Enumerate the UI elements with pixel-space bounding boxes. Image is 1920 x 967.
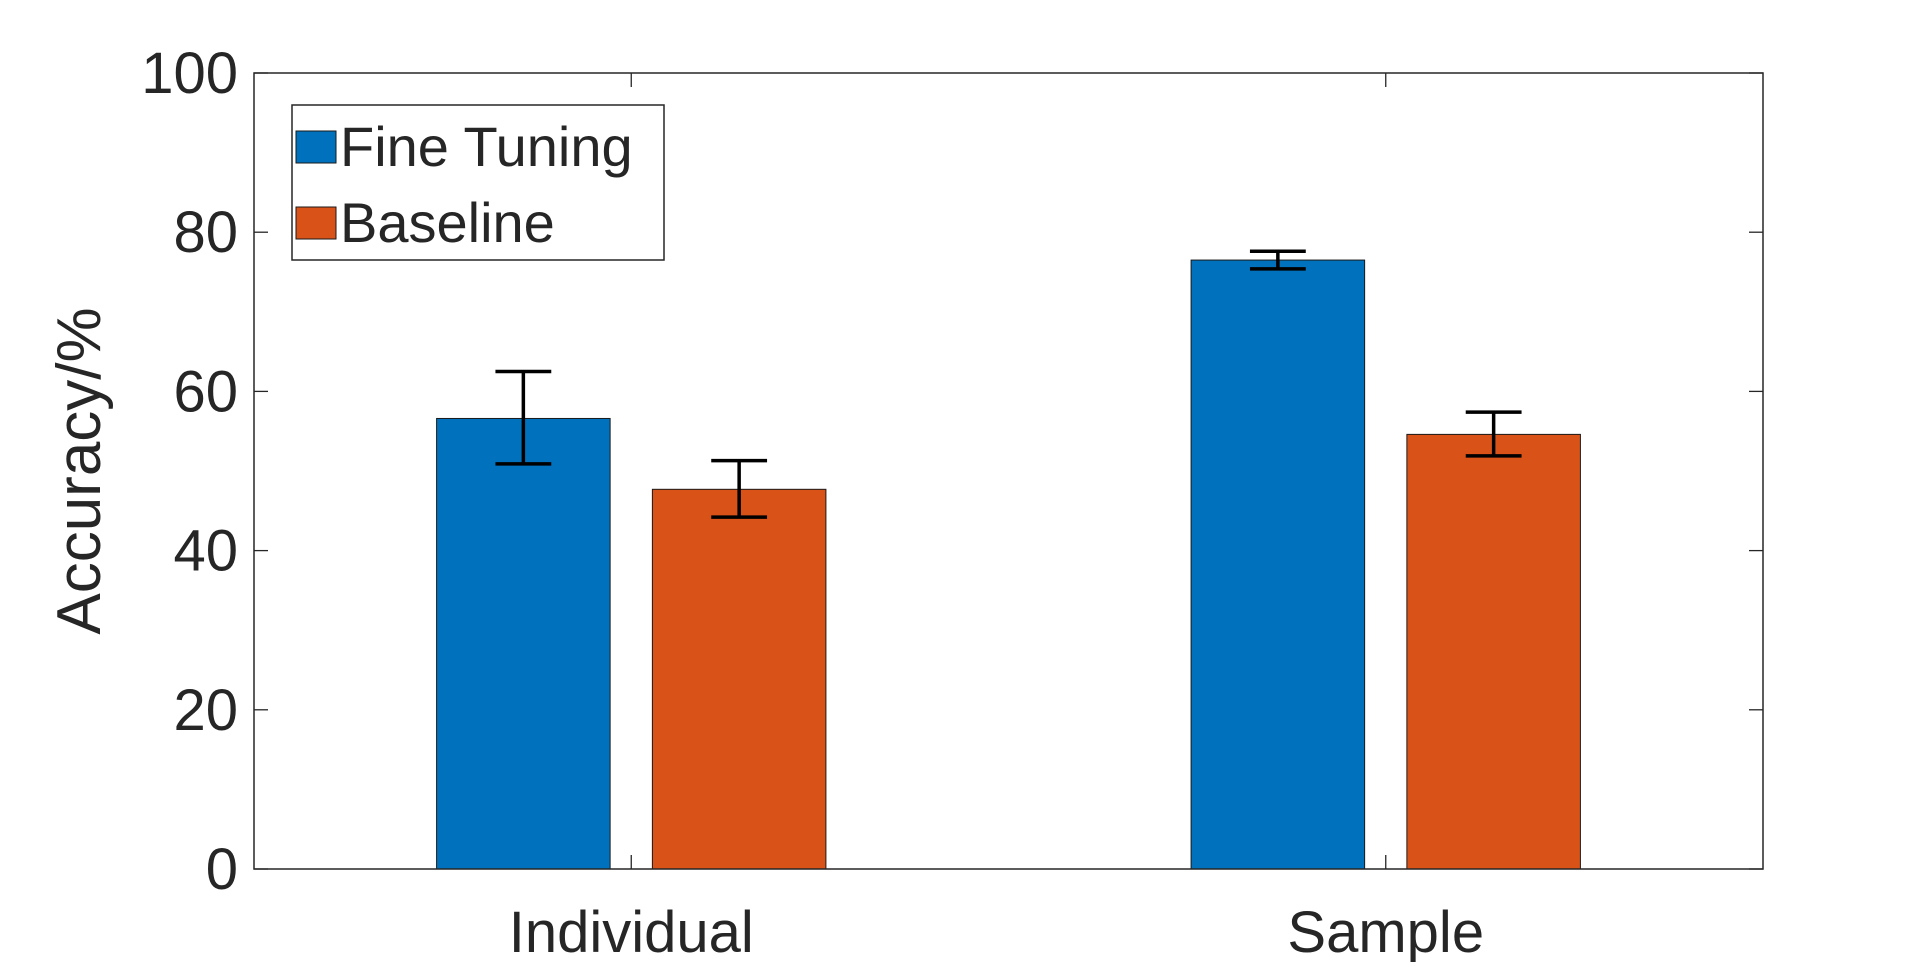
error-bar: [1249, 249, 1306, 271]
y-tick-label: 100: [141, 41, 238, 106]
y-tick-label: 20: [173, 678, 238, 743]
axes-frame: [253, 72, 1764, 870]
y-axis-label: Accuracy/%: [45, 307, 114, 634]
legend: Fine Tuning Baseline: [291, 104, 665, 261]
legend-entry-label: Baseline: [340, 191, 555, 254]
legend-swatch: [295, 206, 337, 240]
x-tick-label: Individual: [509, 900, 754, 962]
error-bar: [1465, 410, 1522, 458]
legend-swatch: [295, 130, 337, 164]
labels-layer: Accuracy/% 0 20 40 60 80 100 Individual Sample: [45, 41, 1484, 965]
frame-layer: [253, 72, 1764, 870]
error-bar: [495, 369, 552, 466]
error-bar: [711, 458, 768, 519]
errorbars-layer: [495, 249, 1522, 519]
bar-baseline-sample: [1406, 433, 1581, 870]
y-tick-label: 60: [173, 359, 238, 424]
legend-box: [291, 104, 665, 261]
y-tick-label: 40: [173, 519, 238, 584]
y-tick-label: 0: [206, 837, 238, 902]
x-tick-label: Sample: [1287, 900, 1484, 962]
bar-fine-tuning-sample: [1190, 259, 1366, 870]
y-tick-label: 80: [173, 200, 238, 265]
bar-baseline-individual: [651, 488, 827, 870]
bar-fine-tuning-individual: [436, 417, 611, 870]
bars-layer: [436, 259, 1581, 870]
legend-entry-label: Fine Tuning: [340, 115, 633, 178]
